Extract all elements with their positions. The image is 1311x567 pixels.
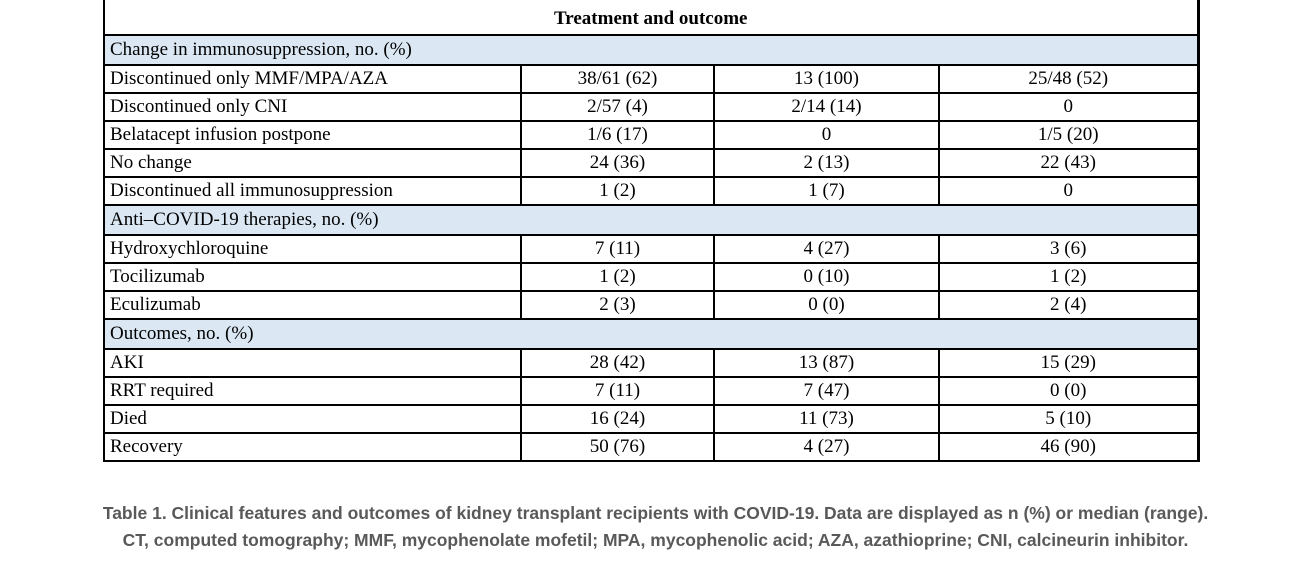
row-value: 1/6 (17): [520, 120, 715, 150]
row-value: 50 (76): [520, 432, 715, 462]
row-value: 7 (11): [520, 234, 715, 264]
row-value: 1 (7): [713, 176, 940, 206]
row-value: 7 (47): [713, 376, 940, 406]
row-value: 1/5 (20): [938, 120, 1199, 150]
row-value: 4 (27): [713, 234, 940, 264]
table-row: Belatacept infusion postpone 1/6 (17) 0 …: [103, 120, 1199, 150]
row-value: 0 (0): [713, 290, 940, 320]
row-label: AKI: [103, 348, 522, 378]
row-value: 4 (27): [713, 432, 940, 462]
table-row: Recovery 50 (76) 4 (27) 46 (90): [103, 432, 1199, 462]
row-value: 13 (100): [713, 64, 940, 94]
row-value: 0 (10): [713, 262, 940, 292]
row-value: 13 (87): [713, 348, 940, 378]
table-row: Tocilizumab 1 (2) 0 (10) 1 (2): [103, 262, 1199, 292]
row-value: 0: [938, 176, 1199, 206]
row-label: Discontinued only MMF/MPA/AZA: [103, 64, 522, 94]
table-row: Discontinued only CNI 2/57 (4) 2/14 (14)…: [103, 92, 1199, 122]
table-caption: Table 1. Clinical features and outcomes …: [0, 500, 1311, 554]
row-value: 2 (3): [520, 290, 715, 320]
row-value: 16 (24): [520, 404, 715, 434]
row-label: RRT required: [103, 376, 522, 406]
row-value: 0: [713, 120, 940, 150]
row-value: 22 (43): [938, 148, 1199, 178]
row-value: 15 (29): [938, 348, 1199, 378]
section-header-immunosuppression: Change in immunosuppression, no. (%): [103, 34, 1199, 66]
row-value: 1 (2): [520, 262, 715, 292]
row-value: 24 (36): [520, 148, 715, 178]
row-label: Discontinued only CNI: [103, 92, 522, 122]
row-value: 2/57 (4): [520, 92, 715, 122]
caption-line-1: Table 1. Clinical features and outcomes …: [102, 503, 1209, 523]
row-value: 7 (11): [520, 376, 715, 406]
row-label: Tocilizumab: [103, 262, 522, 292]
row-value: 38/61 (62): [520, 64, 715, 94]
row-value: 11 (73): [713, 404, 940, 434]
table-title-row: Treatment and outcome: [103, 0, 1199, 36]
table-row: Hydroxychloroquine 7 (11) 4 (27) 3 (6): [103, 234, 1199, 264]
row-value: 5 (10): [938, 404, 1199, 434]
row-value: 1 (2): [938, 262, 1199, 292]
row-label: Recovery: [103, 432, 522, 462]
table-title: Treatment and outcome: [103, 0, 1199, 36]
row-value: 2/14 (14): [713, 92, 940, 122]
section-header-label: Anti–COVID-19 therapies, no. (%): [103, 204, 1199, 236]
table-row: Discontinued only MMF/MPA/AZA 38/61 (62)…: [103, 64, 1199, 94]
row-value: 28 (42): [520, 348, 715, 378]
table-row: No change 24 (36) 2 (13) 22 (43): [103, 148, 1199, 178]
row-label: Discontinued all immunosuppression: [103, 176, 522, 206]
row-value: 0 (0): [938, 376, 1199, 406]
row-label: Died: [103, 404, 522, 434]
row-value: 25/48 (52): [938, 64, 1199, 94]
row-label: Hydroxychloroquine: [103, 234, 522, 264]
treatment-outcome-table: Treatment and outcome Change in immunosu…: [103, 0, 1200, 462]
row-value: 46 (90): [938, 432, 1199, 462]
table-row: Died 16 (24) 11 (73) 5 (10): [103, 404, 1199, 434]
section-header-outcomes: Outcomes, no. (%): [103, 318, 1199, 350]
row-value: 3 (6): [938, 234, 1199, 264]
row-label: Eculizumab: [103, 290, 522, 320]
row-value: 2 (4): [938, 290, 1199, 320]
table-row: RRT required 7 (11) 7 (47) 0 (0): [103, 376, 1199, 406]
row-label: No change: [103, 148, 522, 178]
section-header-anti-covid-therapies: Anti–COVID-19 therapies, no. (%): [103, 204, 1199, 236]
table-clip: Treatment and outcome Change in immunosu…: [103, 0, 1203, 493]
caption-line-2: CT, computed tomography; MMF, mycophenol…: [122, 530, 1189, 550]
table-row: Discontinued all immunosuppression 1 (2)…: [103, 176, 1199, 206]
table-row: AKI 28 (42) 13 (87) 15 (29): [103, 348, 1199, 378]
row-value: 0: [938, 92, 1199, 122]
section-header-label: Outcomes, no. (%): [103, 318, 1199, 350]
section-header-label: Change in immunosuppression, no. (%): [103, 34, 1199, 66]
row-value: 1 (2): [520, 176, 715, 206]
table-row: Eculizumab 2 (3) 0 (0) 2 (4): [103, 290, 1199, 320]
row-value: 2 (13): [713, 148, 940, 178]
row-label: Belatacept infusion postpone: [103, 120, 522, 150]
